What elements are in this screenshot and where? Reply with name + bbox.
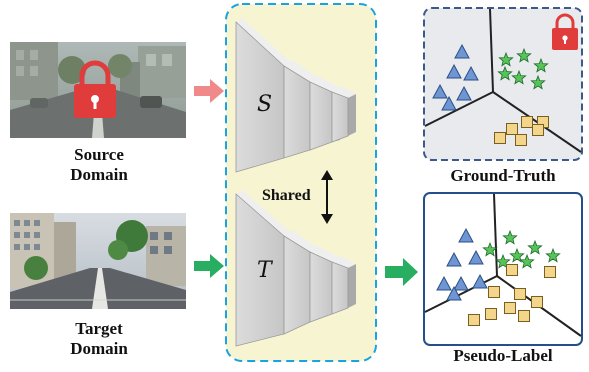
- pseudo-label-panel: [423, 192, 583, 346]
- square-marker-icon: [531, 296, 543, 308]
- target-label-line2: Domain: [70, 339, 128, 358]
- star-marker-icon: [545, 247, 561, 263]
- square-marker-icon: [506, 123, 518, 135]
- source-domain-label: Source Domain: [40, 145, 158, 185]
- star-marker-icon: [497, 65, 513, 81]
- target-arrow-icon: [194, 254, 224, 278]
- ground-truth-markers: [432, 43, 549, 146]
- pseudo-label-label: Pseudo-Label: [453, 346, 553, 365]
- pseudo-label-markers: [436, 227, 561, 326]
- triangle-marker-icon: [446, 285, 462, 301]
- triangle-marker-icon: [468, 249, 484, 265]
- ground-truth-label: Ground-Truth: [450, 166, 556, 185]
- square-marker-icon: [514, 288, 526, 300]
- square-marker-icon: [468, 314, 480, 326]
- square-marker-icon: [515, 134, 527, 146]
- square-marker-icon: [485, 308, 497, 320]
- square-marker-icon: [532, 124, 544, 136]
- triangle-marker-icon: [446, 251, 462, 267]
- triangle-marker-icon: [472, 273, 488, 289]
- source-network: [235, 18, 356, 173]
- square-marker-icon: [488, 286, 500, 298]
- star-marker-icon: [482, 241, 498, 257]
- network-t-symbol: T: [257, 258, 274, 283]
- square-marker-icon: [504, 302, 516, 314]
- triangle-marker-icon: [446, 63, 462, 79]
- network-s-symbol: S: [257, 92, 272, 117]
- ground-truth-lock-icon: [552, 13, 578, 50]
- target-image: [10, 213, 186, 309]
- target-domain-label: Target Domain: [40, 319, 158, 359]
- output-arrow-icon: [385, 258, 418, 286]
- star-marker-icon: [533, 57, 549, 73]
- star-marker-icon: [511, 69, 527, 85]
- star-marker-icon: [527, 239, 543, 255]
- source-label-line2: Domain: [70, 165, 128, 184]
- square-marker-icon: [518, 310, 530, 322]
- star-marker-icon: [516, 47, 532, 63]
- triangle-marker-icon: [453, 275, 469, 291]
- triangle-marker-icon: [432, 83, 448, 99]
- shared-label: Shared: [262, 187, 311, 204]
- square-marker-icon: [494, 132, 506, 144]
- source-lock-icon: [74, 60, 116, 118]
- star-marker-icon: [502, 229, 518, 245]
- square-marker-icon: [544, 266, 556, 278]
- triangle-marker-icon: [454, 43, 470, 59]
- star-marker-icon: [495, 253, 511, 269]
- triangle-marker-icon: [436, 275, 452, 291]
- square-marker-icon: [506, 264, 518, 276]
- source-label-line1: Source: [74, 145, 124, 164]
- star-marker-icon: [509, 247, 525, 263]
- target-network: [235, 190, 356, 347]
- target-label-line1: Target: [75, 319, 123, 338]
- source-image: [10, 42, 186, 138]
- double-arrow-icon: [321, 170, 333, 224]
- star-marker-icon: [530, 74, 546, 90]
- triangle-marker-icon: [441, 95, 457, 111]
- triangle-marker-icon: [463, 65, 479, 81]
- source-arrow-icon: [194, 79, 224, 103]
- triangle-marker-icon: [458, 227, 474, 243]
- star-marker-icon: [519, 253, 535, 269]
- star-marker-icon: [498, 51, 514, 67]
- triangle-marker-icon: [456, 85, 472, 101]
- square-marker-icon: [521, 116, 533, 128]
